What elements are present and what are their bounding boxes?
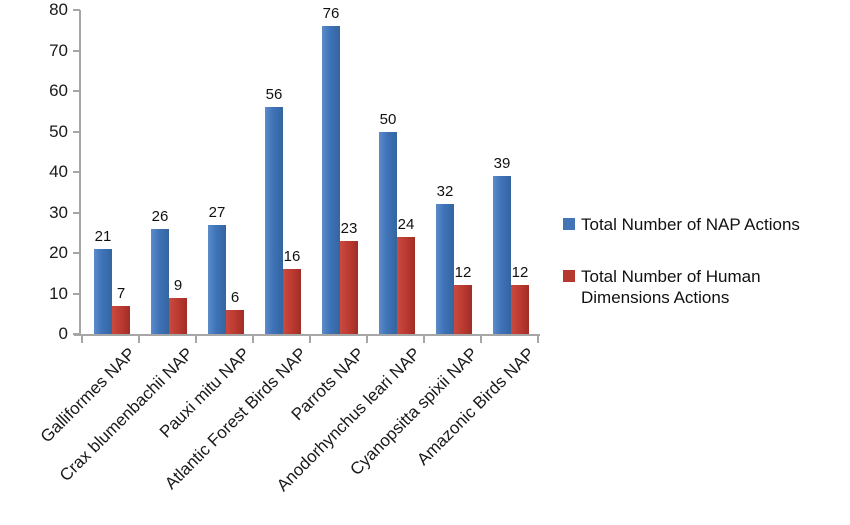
- bar-human-dimensions: [112, 305, 130, 334]
- bar-human-dimensions: [226, 309, 244, 334]
- bar-value-label: 76: [322, 5, 340, 23]
- bar-value-label: 6: [230, 288, 240, 306]
- y-axis-tick-mark: [73, 333, 80, 335]
- bar-nap-actions: [208, 224, 226, 334]
- x-axis-tick-mark: [537, 336, 539, 343]
- y-axis-tick-label: 30: [49, 202, 68, 222]
- y-axis-tick-mark: [73, 292, 80, 295]
- y-axis-tick-label: 10: [49, 283, 68, 303]
- bar-nap-actions: [493, 176, 511, 334]
- bar-value-label: 27: [208, 203, 226, 221]
- x-axis-tick-mark: [480, 336, 482, 343]
- y-axis-tick-mark: [73, 90, 80, 92]
- legend-label: Total Number of NAP Actions: [581, 215, 800, 234]
- bar-value-label: 23: [340, 219, 358, 237]
- bar-value-label: 16: [283, 248, 301, 266]
- bar-human-dimensions: [511, 285, 529, 334]
- bar-value-label: 56: [265, 86, 283, 104]
- bar-human-dimensions: [283, 269, 301, 334]
- bar-human-dimensions: [454, 285, 472, 334]
- bar-value-label: 26: [151, 207, 169, 225]
- y-axis-tick-mark: [73, 49, 80, 52]
- bar-human-dimensions: [169, 297, 187, 334]
- bar-nap-actions: [265, 107, 283, 334]
- bar-value-label: 50: [379, 110, 397, 128]
- bar-value-label: 12: [454, 264, 472, 282]
- y-axis-tick-mark: [73, 211, 80, 214]
- y-axis-tick-label: 70: [49, 40, 68, 60]
- x-axis-tick-mark: [366, 336, 368, 343]
- bar-value-label: 21: [94, 227, 112, 245]
- legend-label: Total Number of Human Dimensions Actions: [581, 267, 761, 307]
- bar-value-label: 39: [493, 155, 511, 173]
- y-axis-tick-label: 0: [58, 324, 68, 343]
- x-axis-tick-mark: [138, 336, 140, 343]
- x-axis-tick-mark: [81, 336, 83, 343]
- x-axis-tick-mark: [195, 336, 197, 343]
- y-axis-tick-label: 50: [49, 121, 68, 141]
- bar-nap-actions: [151, 228, 169, 334]
- x-axis-tick-mark: [252, 336, 254, 343]
- bar-value-label: 32: [436, 183, 454, 201]
- bar-value-label: 12: [511, 264, 529, 282]
- y-axis-tick-label: 60: [49, 81, 68, 100]
- legend-swatch-blue-icon: [563, 218, 575, 230]
- y-axis-tick-label: 80: [49, 0, 68, 19]
- bar-nap-actions: [322, 26, 340, 334]
- legend-item-human-dimensions-actions: Total Number of Human Dimensions Actions: [563, 266, 800, 308]
- x-axis-category-label: Galliformes NAP: [37, 344, 140, 447]
- bar-nap-actions: [379, 131, 397, 334]
- x-axis-tick-mark: [309, 336, 311, 343]
- y-axis-tick-label: 20: [49, 243, 68, 262]
- y-axis-tick-mark: [73, 252, 80, 254]
- y-axis-tick-mark: [73, 9, 80, 11]
- legend-swatch-red-icon: [563, 270, 575, 282]
- bar-nap-actions: [436, 204, 454, 334]
- x-axis-line: [74, 334, 540, 336]
- bar-value-label: 7: [116, 284, 126, 302]
- y-axis-tick-mark: [73, 130, 80, 133]
- bar-human-dimensions: [397, 236, 415, 334]
- y-axis-tick-mark: [73, 171, 80, 173]
- x-axis-tick-mark: [423, 336, 425, 343]
- bar-nap-actions: [94, 248, 112, 334]
- bar-human-dimensions: [340, 240, 358, 334]
- y-axis-tick-label: 40: [49, 162, 68, 181]
- bar-value-label: 9: [173, 276, 183, 294]
- legend-item-nap-actions: Total Number of NAP Actions: [563, 214, 800, 235]
- bar-value-label: 24: [397, 215, 415, 233]
- y-axis-line: [79, 10, 81, 336]
- legend: Total Number of NAP Actions Total Number…: [563, 214, 800, 308]
